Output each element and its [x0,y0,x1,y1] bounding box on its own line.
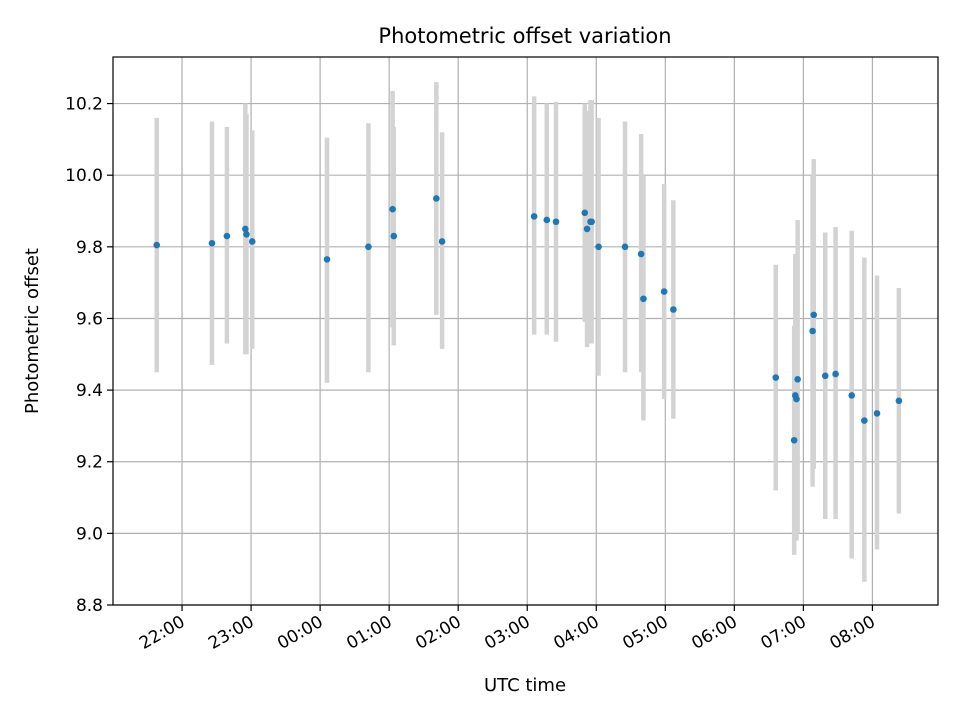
y-tick-label: 9.2 [76,453,103,473]
data-point [670,306,677,313]
x-tick-label: 04:00 [550,612,602,654]
x-tick-label: 01:00 [343,612,395,654]
x-axis-title: UTC time [484,675,566,696]
chart-title: Photometric offset variation [378,24,671,48]
data-point [365,243,372,251]
data-point [323,256,331,263]
data-point [637,250,645,258]
data-point [640,295,647,303]
y-tick-label: 10.0 [65,166,103,186]
data-point [621,243,629,251]
y-tick-label: 9.4 [76,381,103,401]
data-point [248,238,256,245]
y-tick-label: 9.8 [76,238,103,258]
data-point [895,397,903,405]
x-tick-label: 03:00 [481,612,533,654]
data-point [208,239,216,247]
x-tick-label: 02:00 [412,612,464,654]
data-point [583,225,591,233]
y-tick-label: 8.8 [76,596,103,616]
plot-frame [112,56,939,606]
y-tick-label: 10.2 [65,95,103,115]
data-point [790,436,798,444]
data-point [873,410,881,417]
data-point [809,327,816,335]
data-point [543,216,551,224]
x-tick-label: 00:00 [274,612,326,654]
data-point [794,376,801,383]
data-point [223,232,231,240]
data-point [588,218,595,226]
data-point [793,395,800,403]
point-layer [153,195,903,444]
data-point [390,232,398,240]
x-tick-label: 06:00 [688,612,740,654]
data-point [433,195,440,202]
data-point [153,241,161,249]
data-point [438,238,446,245]
data-point [861,417,868,424]
y-tick-label: 9.6 [76,309,103,329]
data-point [389,205,396,213]
y-tick-label: 9.0 [76,524,103,544]
data-point [581,209,589,217]
data-point [832,370,839,378]
data-point [242,225,249,233]
tick-layer: 22:00 23:00 00:00 01:00 02:00 03:00 04:00 05:00… [65,95,879,654]
x-tick-label: 23:00 [205,612,257,654]
x-tick-label: 08:00 [826,612,878,654]
data-point [552,218,560,226]
data-point [848,392,856,399]
y-axis-title: Photometric offset [22,248,43,414]
data-point [810,311,818,319]
x-tick-label: 22:00 [136,612,188,654]
data-point [530,213,538,220]
x-tick-label: 05:00 [619,612,671,654]
data-point [243,230,250,238]
data-point [821,372,829,380]
data-point [595,243,602,251]
data-point [660,288,668,295]
x-tick-label: 07:00 [757,612,809,654]
data-point [772,374,780,381]
